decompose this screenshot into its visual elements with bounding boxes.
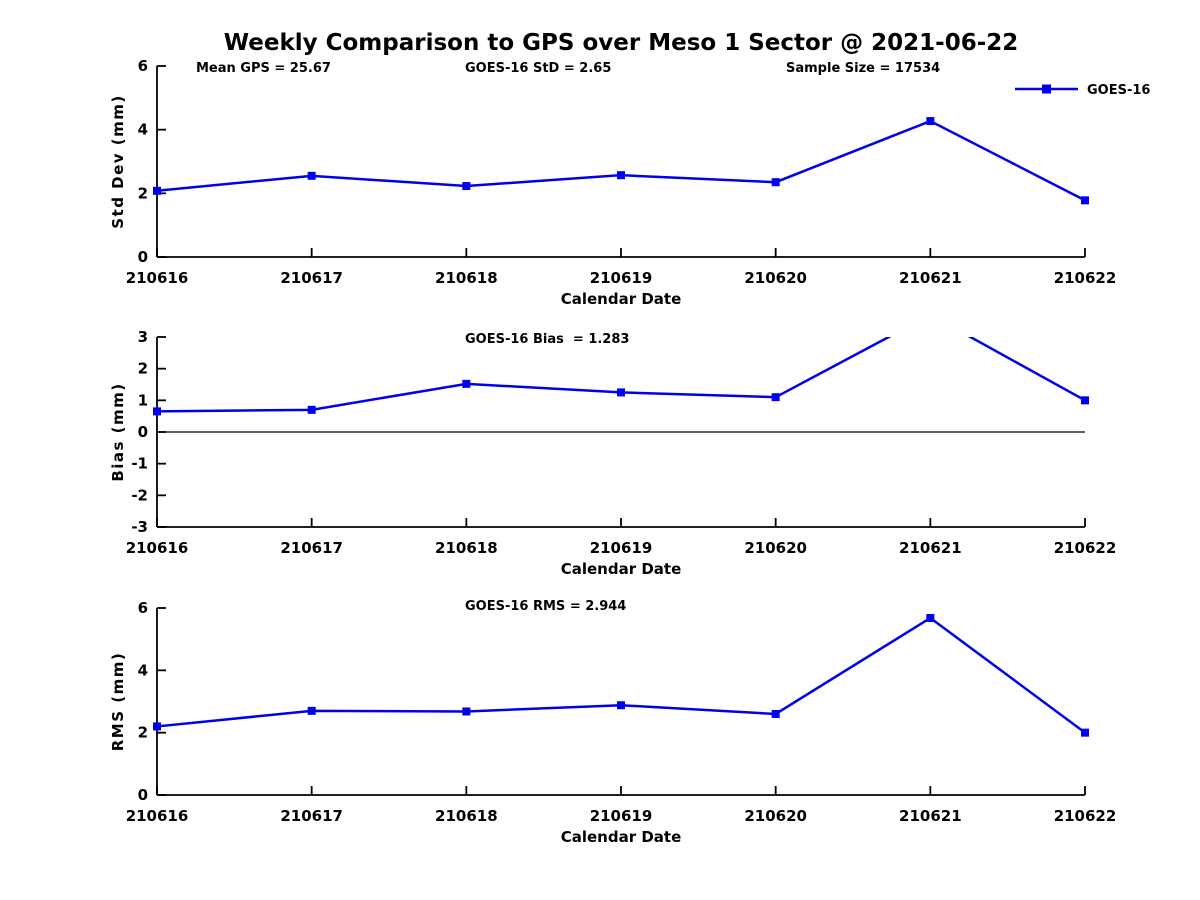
x-axis-label: Calendar Date: [561, 828, 682, 846]
data-point-marker: [153, 407, 161, 416]
data-point-marker: [617, 388, 625, 397]
x-tick-label: 210620: [744, 807, 807, 825]
annotation: Sample Size = 17534: [786, 61, 940, 76]
subplot-bias: -3 -2 -1 0 1 2 3 210616 210617 210618 210619 210620…: [109, 311, 1117, 578]
y-tick-label: 2: [138, 184, 148, 202]
y-tick-label: 0: [138, 786, 148, 804]
data-point-marker: [926, 311, 934, 319]
y-tick-label: 0: [138, 423, 148, 441]
y-axis-label: Std Dev (mm): [109, 94, 127, 229]
data-point-marker: [153, 722, 161, 731]
data-point-marker: [1081, 728, 1089, 737]
data-point-marker: [771, 393, 780, 402]
x-tick-label: 210617: [280, 539, 343, 557]
series-line-GOES-16: [156, 616, 1086, 734]
y-tick-label: 0: [138, 248, 148, 266]
y-tick-label: 4: [138, 121, 148, 139]
y-tick-label: 3: [138, 328, 148, 346]
legend-marker: [1042, 84, 1051, 94]
data-point-marker: [617, 701, 625, 710]
y-axis-label: Bias (mm): [109, 382, 127, 481]
y-tick-label: 6: [138, 57, 148, 75]
annotation: GOES-16 RMS = 2.944: [465, 599, 626, 614]
x-tick-label: 210619: [590, 807, 653, 825]
x-tick-label: 210621: [899, 269, 962, 287]
x-axis-label: Calendar Date: [561, 290, 682, 308]
series-line-GOES-16: [156, 337, 1086, 413]
x-tick-label: 210621: [899, 807, 962, 825]
x-tick-label: 210617: [280, 807, 343, 825]
legend: GOES-16: [1015, 83, 1150, 98]
x-tick-label: 210616: [126, 539, 189, 557]
x-tick-label: 210619: [590, 269, 653, 287]
data-point-marker: [617, 171, 625, 180]
y-tick-label: -3: [131, 518, 148, 536]
x-tick-label: 210622: [1054, 539, 1117, 557]
data-point-marker: [307, 706, 316, 715]
legend-label: GOES-16: [1087, 83, 1150, 98]
y-tick-label: -1: [131, 455, 148, 473]
y-tick-label: -2: [131, 486, 148, 504]
data-point-marker: [462, 379, 471, 388]
data-point-marker: [771, 709, 780, 718]
annotation: GOES-16 StD = 2.65: [465, 61, 611, 76]
data-point-marker: [462, 707, 471, 716]
y-tick-label: 4: [138, 661, 148, 679]
data-point-marker: [1081, 196, 1089, 205]
data-point-marker: [1081, 396, 1089, 405]
x-tick-label: 210622: [1054, 269, 1117, 287]
y-tick-label: 1: [138, 391, 148, 409]
annotation: GOES-16 Bias = 1.283: [465, 332, 629, 347]
data-point-marker: [462, 182, 471, 191]
subplot-rms: 0 2 4 6 210616 210617 210618 210619 210620 210621…: [109, 599, 1116, 846]
x-tick-label: 210622: [1054, 807, 1117, 825]
subplot-std-dev: 0 2 4 6 210616 210617 210618 210619 210620 210621…: [109, 57, 1150, 308]
x-tick-label: 210620: [744, 269, 807, 287]
series-line-GOES-16: [156, 119, 1086, 202]
y-tick-label: 2: [138, 724, 148, 742]
y-tick-label: 2: [138, 360, 148, 378]
data-point-marker: [926, 613, 935, 622]
annotation: Mean GPS = 25.67: [196, 61, 331, 76]
data-point-marker: [307, 171, 316, 180]
y-axis-label: RMS (mm): [109, 652, 127, 751]
x-tick-label: 210618: [435, 539, 498, 557]
data-point-marker: [153, 186, 161, 195]
x-tick-label: 210618: [435, 269, 498, 287]
clipped-series-group: [153, 311, 1089, 416]
x-tick-label: 210618: [435, 807, 498, 825]
data-point-marker: [307, 405, 316, 414]
x-tick-label: 210616: [126, 807, 189, 825]
data-point-marker: [926, 117, 935, 126]
x-tick-label: 210620: [744, 539, 807, 557]
data-point-marker: [771, 178, 780, 187]
x-tick-label: 210621: [899, 539, 962, 557]
x-axis-label: Calendar Date: [561, 560, 682, 578]
y-tick-label: 6: [138, 599, 148, 617]
chart-title: Weekly Comparison to GPS over Meso 1 Sec…: [223, 30, 1019, 56]
x-tick-label: 210616: [126, 269, 189, 287]
x-tick-label: 210617: [280, 269, 343, 287]
x-tick-label: 210619: [590, 539, 653, 557]
